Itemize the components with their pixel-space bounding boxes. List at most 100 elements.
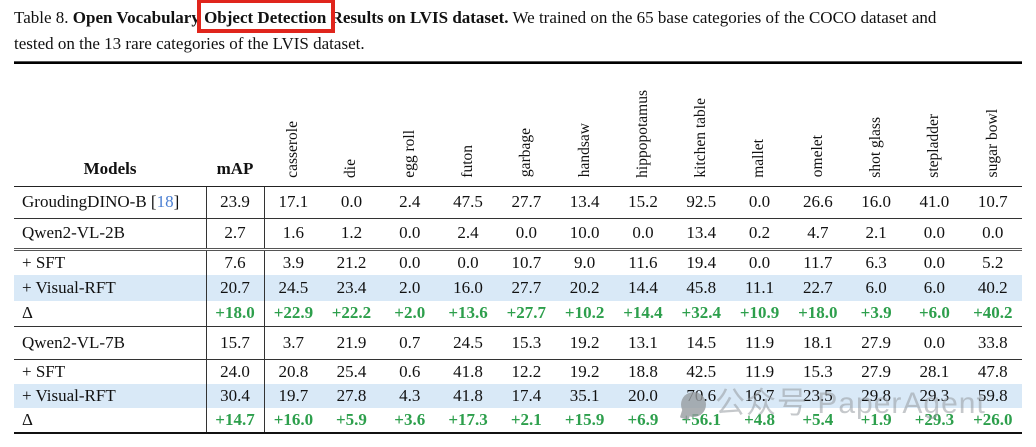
table-header-row: Models mAP casserole die egg roll futon garbag…	[14, 66, 1022, 187]
metric-value-cell: 0.0	[497, 218, 556, 251]
column-header-shot-glass: shot glass	[846, 66, 906, 187]
metric-value-cell: 14.4	[613, 275, 673, 301]
metric-value-cell: 27.7	[497, 186, 556, 219]
metric-value-cell: 0.0	[613, 218, 673, 251]
metric-value-cell: +22.9	[263, 301, 323, 327]
model-name: GroudingDINO-B	[22, 192, 147, 211]
table-row: GroudingDINO-B [18] 23.9 17.1 0.0 2.4 47.5 27.…	[14, 186, 1022, 219]
map-value-cell: +18.0	[205, 301, 265, 327]
metric-value-cell: 0.0	[399, 252, 421, 272]
table-row: + SFT 24.0 20.8 25.4 0.6 41.8 12.2 19.2 18.8 42.5…	[14, 359, 1022, 384]
metric-value-cell: +29.3	[914, 410, 955, 429]
caption-line-2: tested on the 13 rare categories of the …	[14, 34, 365, 53]
column-header-mallet: mallet	[730, 66, 789, 187]
column-header-kitchen-table: kitchen table	[672, 66, 731, 187]
table-caption: Table 8. Open Vocabulary Object Detectio…	[14, 0, 1028, 57]
metric-value-cell: 20.8	[263, 359, 323, 384]
metric-value-cell: 26.6	[788, 186, 847, 219]
column-header-hippopotamus: hippopotamus	[613, 66, 673, 187]
metric-value-cell: +32.4	[672, 301, 731, 327]
metric-value-cell: 45.8	[672, 275, 731, 301]
model-name: + SFT	[22, 252, 66, 272]
model-name: Δ	[22, 410, 33, 429]
metric-value-cell: 0.0	[905, 326, 964, 360]
metric-value-cell: 0.6	[399, 361, 421, 381]
rotated-header-label: futon	[458, 144, 476, 178]
metric-value-cell: 16.0	[846, 186, 906, 219]
column-header-stepladder: stepladder	[905, 66, 964, 187]
rotated-header-label: handsaw	[575, 123, 593, 178]
model-name-cell: Δ	[14, 408, 206, 433]
caption-body-line1: We trained on the 65 base categories of …	[512, 8, 937, 27]
column-header-egg-roll: egg roll	[380, 66, 439, 187]
metric-value-cell: 21.2	[336, 252, 367, 272]
rotated-header-label: die	[342, 158, 360, 178]
metric-value-cell: 47.8	[977, 361, 1008, 381]
metric-value-cell: 29.3	[905, 384, 964, 408]
metric-value-cell: +26.0	[973, 410, 1013, 429]
metric-value-cell: 0.0	[923, 252, 946, 272]
model-name-cell: + SFT	[14, 359, 206, 384]
citation-link[interactable]: 18	[156, 192, 174, 211]
rotated-header-label: sugar bowl	[983, 109, 1001, 178]
metric-value-cell: 14.5	[672, 326, 731, 360]
metric-value-cell: 13.4	[555, 186, 614, 219]
metric-value-cell: 19.4	[686, 252, 717, 272]
metric-value-cell: 47.5	[438, 186, 498, 219]
metric-value-cell: 18.1	[788, 326, 847, 360]
metric-value-cell: 16.0	[438, 275, 498, 301]
metric-value-cell: 20.2	[555, 275, 614, 301]
metric-value-cell: 0.7	[380, 326, 439, 360]
metric-value-cell: 27.7	[497, 275, 556, 301]
metric-value-cell: 22.7	[788, 275, 847, 301]
metric-value-cell: 41.8	[453, 361, 483, 381]
map-value-cell: 20.7	[205, 275, 265, 301]
model-name-cell: + SFT	[14, 249, 206, 275]
metric-value-cell: 0.2	[730, 218, 789, 251]
metric-value-cell: 5.2	[982, 252, 1004, 272]
caption-boxed-wrap: Object Detection	[197, 0, 336, 33]
metric-value-cell: 35.1	[555, 384, 614, 408]
metric-value-cell: 11.9	[744, 361, 775, 381]
metric-value-cell: +2.1	[510, 410, 542, 429]
metric-value-cell: 40.2	[963, 275, 1022, 301]
visual-rft-row: + Visual-RFT 20.7 24.5 23.4 2.0 16.0 27.7 20.2 1…	[14, 275, 1022, 301]
metric-value-cell: 24.5	[263, 275, 323, 301]
metric-value-cell: +10.9	[730, 301, 789, 327]
metric-value-cell: 15.3	[802, 361, 833, 381]
metric-value-cell: +40.2	[963, 301, 1022, 327]
metric-value-cell: +3.6	[394, 410, 426, 429]
metric-value-cell: 59.8	[963, 384, 1022, 408]
metric-value-cell: 28.1	[919, 361, 950, 381]
metric-value-cell: 18.8	[628, 361, 658, 381]
metric-value-cell: 42.5	[686, 361, 717, 381]
metric-value-cell: 1.6	[263, 218, 323, 251]
model-name-cell: GroudingDINO-B [18]	[14, 186, 207, 219]
metric-value-cell: 16.7	[730, 384, 789, 408]
model-name: Qwen2-VL-7B	[22, 332, 125, 352]
metric-value-cell: +2.0	[380, 301, 439, 327]
metric-value-cell: 41.8	[438, 384, 498, 408]
metric-value-cell: +18.0	[788, 301, 847, 327]
metric-value-cell: 19.2	[569, 361, 600, 381]
metric-value-cell: 2.4	[438, 218, 498, 251]
metric-value-cell: 0.0	[730, 186, 789, 219]
metric-value-cell: 4.3	[380, 384, 439, 408]
rotated-header-label: egg roll	[400, 129, 418, 178]
column-header-handsaw: handsaw	[555, 66, 614, 187]
metric-value-cell: +13.6	[438, 301, 498, 327]
metric-value-cell: 19.7	[263, 384, 323, 408]
metric-value-cell: 13.4	[672, 218, 731, 251]
metric-value-cell: 10.0	[555, 218, 614, 251]
metric-value-cell: 15.2	[613, 186, 673, 219]
metric-value-cell: 33.8	[963, 326, 1022, 360]
metric-value-cell: 0.0	[963, 218, 1022, 251]
metric-value-cell: 3.7	[263, 326, 323, 360]
citation-bracket: [	[150, 192, 157, 211]
metric-value-cell: +17.3	[448, 410, 488, 429]
metric-value-cell: 11.9	[730, 326, 789, 360]
metric-value-cell: 24.5	[438, 326, 498, 360]
column-header-die: die	[322, 66, 381, 187]
column-header-futon: futon	[438, 66, 498, 187]
